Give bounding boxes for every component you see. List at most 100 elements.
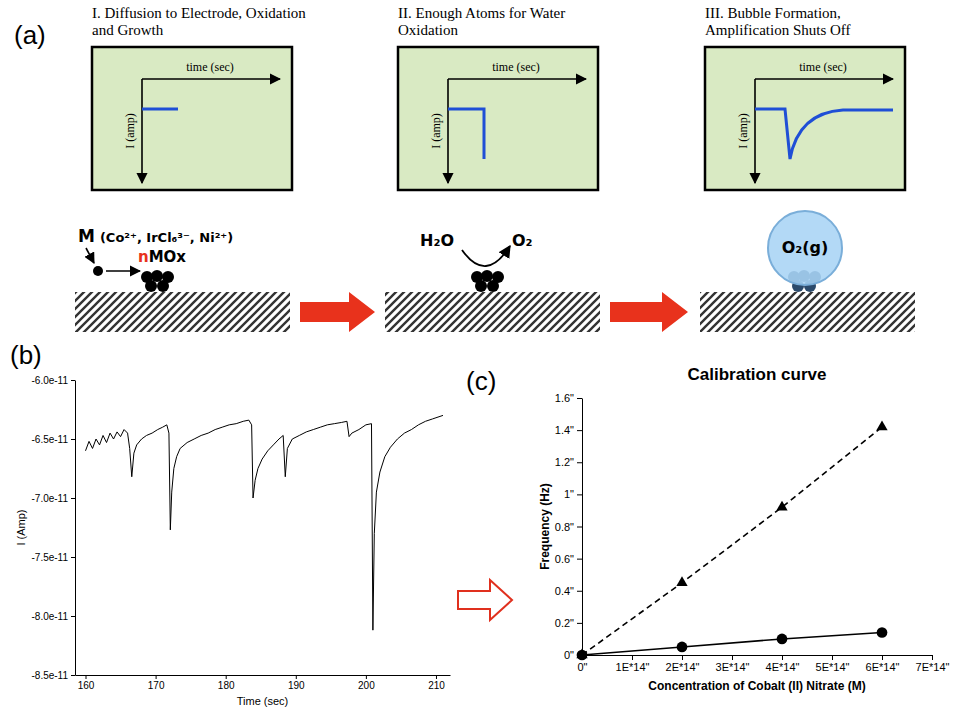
tick-mark (577, 559, 582, 560)
inset-y-label: I (amp) (736, 113, 750, 149)
tick: 180 (218, 675, 235, 691)
tick-mark (226, 675, 227, 679)
nanoparticle: nMOx (138, 248, 186, 266)
tick-mark (632, 655, 633, 660)
y-axis: -6.0e-11-6.5e-11-7.0e-11-7.5e-11-8.0e-11… (31, 375, 75, 681)
tick: 7E*14" (916, 655, 950, 673)
tick-mark (932, 655, 933, 660)
nanoparticle-prefix: n (138, 248, 149, 266)
figure: (a)I. Diffusion to Electrode, Oxidationa… (0, 0, 969, 722)
panel-label: (b) (10, 340, 42, 370)
particle (141, 271, 153, 283)
link-arrow (458, 580, 512, 620)
tick-mark (577, 462, 582, 463)
step-arrow (610, 292, 688, 332)
series-line (582, 427, 882, 655)
tick: 1.4" (555, 424, 582, 436)
panel-b: (b) 160170180190200210 -6.0e-11 -6.5e-11 -7.… (10, 340, 451, 707)
tick-label: -8.5e-11 (31, 670, 68, 681)
electrode (385, 292, 600, 332)
inset-current-trace (755, 109, 893, 159)
tick-mark (577, 623, 582, 624)
point (676, 576, 687, 586)
bubble (768, 211, 842, 285)
metal-examples: (Co²⁺, IrCl₆³⁻, Ni²⁺) (100, 230, 233, 245)
tick-mark (732, 655, 733, 660)
x-axis: 160170180190200210 (76, 675, 451, 691)
step-title-line: III. Bubble Formation, (705, 5, 841, 21)
step-title: I. Diffusion to Electrode, Oxidationand … (92, 5, 306, 38)
electrode (75, 292, 290, 332)
x-axis-title: Concentration of Cobalt (II) Nitrate (M) (648, 679, 865, 693)
tick-mark (436, 675, 437, 679)
tick: 3E*14" (716, 655, 750, 673)
step: I. Diffusion to Electrode, Oxidationand … (92, 5, 306, 190)
tick-mark (882, 655, 883, 660)
inset-y-label: I (amp) (123, 113, 137, 149)
step-arrow (300, 292, 375, 332)
series-line (582, 633, 882, 655)
inset-x-label: time (sec) (186, 60, 234, 74)
tick: 5E*14" (816, 655, 850, 673)
tick: 4E*14" (766, 655, 800, 673)
step-title-line: and Growth (92, 22, 164, 38)
tick-label: 160 (78, 680, 95, 691)
tick: 1" (564, 488, 582, 500)
tick-label: 1E*14" (616, 661, 650, 673)
tick: 2E*14" (666, 655, 700, 673)
tick-label: 0.2" (555, 617, 574, 629)
inset-current-axis (141, 79, 143, 183)
tick-label: 6E*14" (866, 661, 900, 673)
tick-mark (782, 655, 783, 660)
tick-mark (156, 675, 157, 679)
tick-mark (71, 616, 75, 617)
point (777, 634, 788, 645)
electrode (700, 292, 915, 332)
x-axis-title: Time (sec) (237, 695, 289, 707)
tick-mark (86, 675, 87, 679)
inset-box (92, 47, 292, 190)
tick: -6.5e-11 (31, 434, 75, 445)
metal: M (78, 226, 95, 246)
particle (162, 271, 174, 283)
step-title-line: I. Diffusion to Electrode, Oxidation (92, 5, 306, 21)
tick-label: 0.8" (555, 521, 574, 533)
y-axis-line (582, 399, 583, 656)
tick-label: -6.0e-11 (31, 375, 68, 386)
tick: 1E*14" (616, 655, 650, 673)
tick: 200 (358, 675, 375, 691)
plot-area (576, 420, 887, 660)
chart-title: Calibration curve (688, 365, 827, 384)
tick: 0.2" (555, 617, 582, 629)
tick-mark (71, 675, 75, 676)
nanoparticle-rest: MOx (149, 248, 187, 266)
step-title-line: Oxidation (398, 22, 458, 38)
inset-box (705, 47, 905, 190)
y-axis-title: Frequency (Hz) (538, 483, 552, 570)
tick-label: 1.2" (555, 456, 574, 468)
inset-y-label: I (amp) (429, 113, 443, 149)
tick-label: -6.5e-11 (31, 434, 68, 445)
tick-mark (366, 675, 367, 679)
tick-mark (296, 675, 297, 679)
y-axis-title: I (Amp) (15, 509, 27, 545)
inset-x-label: time (sec) (492, 60, 540, 74)
tick: 6E*14" (866, 655, 900, 673)
tick-label: -7.0e-11 (31, 493, 68, 504)
inset-box (398, 47, 598, 190)
tick-mark (71, 439, 75, 440)
step-title-line: Amplification Shuts Off (705, 22, 851, 38)
tick-mark (577, 591, 582, 592)
tick-label: 0" (577, 661, 587, 673)
tick-mark (577, 430, 582, 431)
plot-area (86, 415, 443, 630)
tick: 1.2" (555, 456, 582, 468)
inset-x-label: time (sec) (799, 60, 847, 74)
step-title: II. Enough Atoms for WaterOxidation (398, 5, 565, 38)
tick-mark (577, 398, 582, 399)
tick-label: 2E*14" (666, 661, 700, 673)
step-title: III. Bubble Formation,Amplification Shut… (705, 5, 851, 38)
step: II. Enough Atoms for WaterOxidation time … (398, 5, 598, 190)
particle-cluster (471, 270, 504, 292)
tick-mark (577, 494, 582, 495)
